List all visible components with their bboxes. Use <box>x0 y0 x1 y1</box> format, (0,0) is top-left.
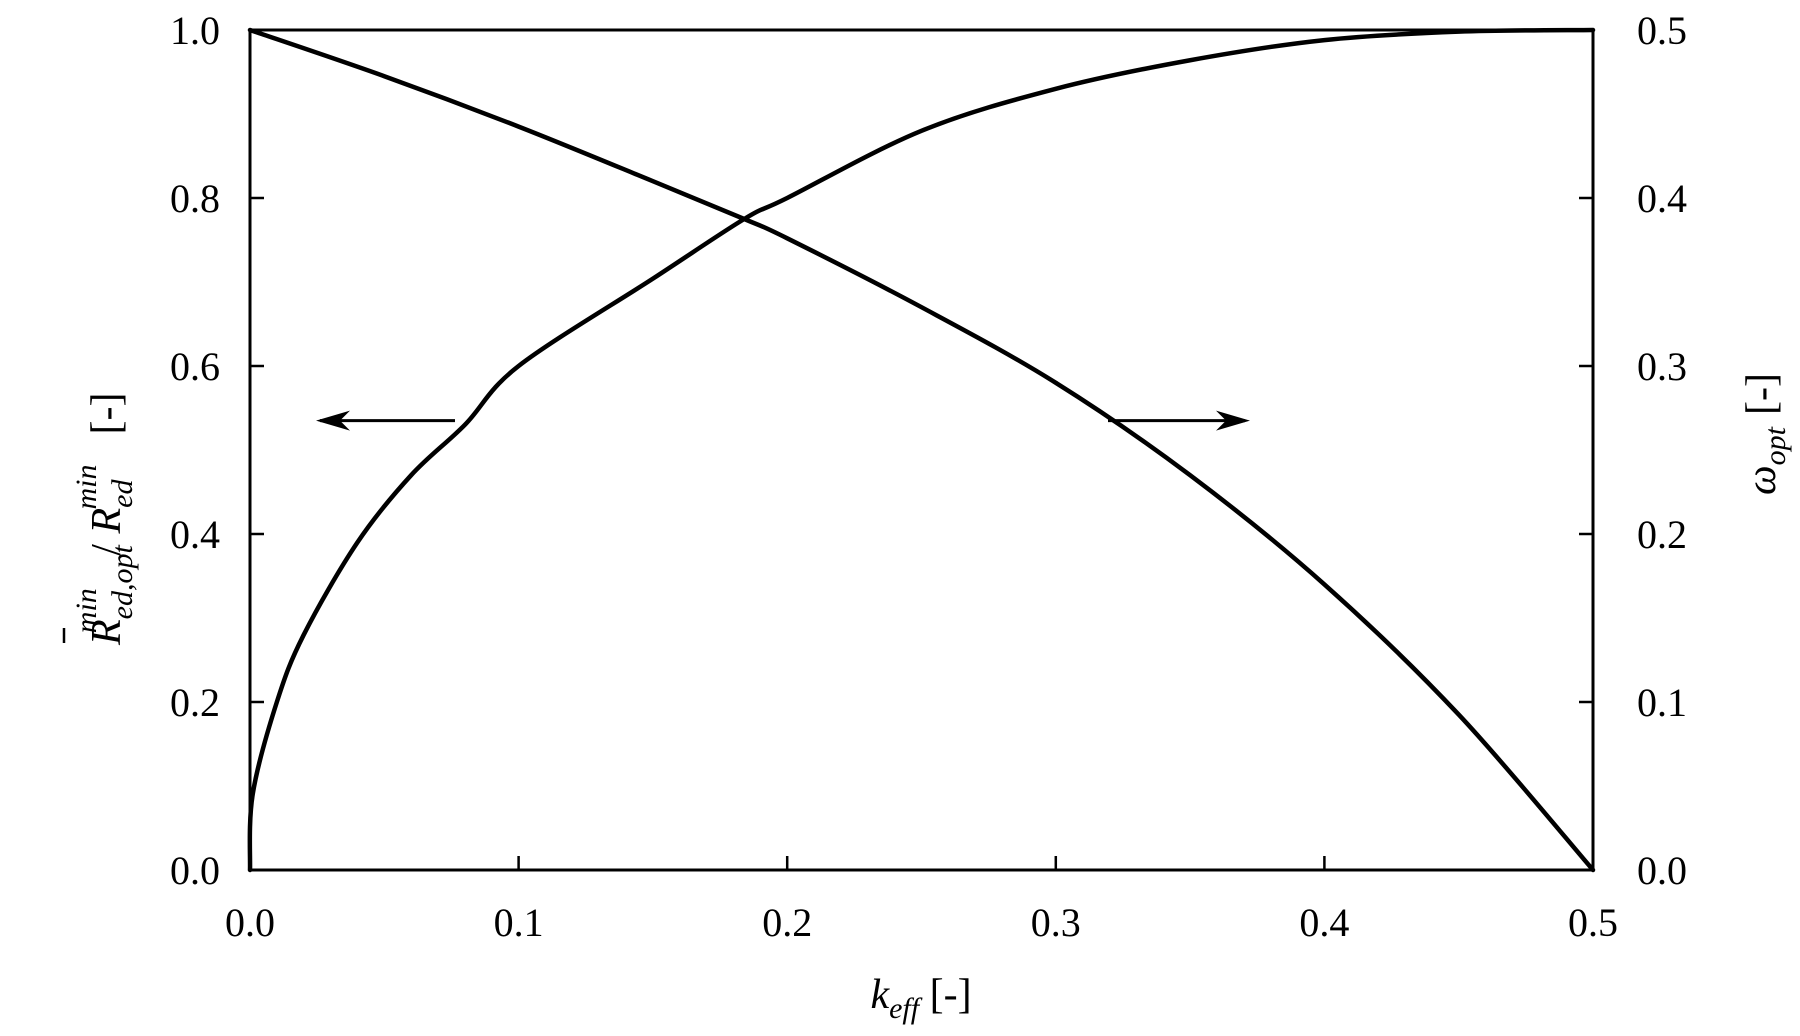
right-y-tick-label: 0.5 <box>1637 8 1687 53</box>
x-tick-label: 0.4 <box>1299 900 1349 945</box>
arrow-right-icon <box>1216 410 1250 431</box>
left-y-tick-label: 0.8 <box>170 176 220 221</box>
omega-opt-curve-line <box>247 27 1596 873</box>
svg-text:ωopt[-]: ωopt [-] <box>1739 373 1792 495</box>
left-y-tick-labels: 0.0 0.2 0.4 0.6 0.8 1.0 <box>170 8 220 893</box>
right-y-tick-label: 0.3 <box>1637 344 1687 389</box>
right-y-tick-label: 0.1 <box>1637 680 1687 725</box>
x-tick-label: 0.0 <box>225 900 275 945</box>
left-y-tick-label: 0.6 <box>170 344 220 389</box>
left-label-sep: / <box>84 534 130 567</box>
axis-ticks <box>250 196 1593 870</box>
right-y-tick-label: 0.2 <box>1637 512 1687 557</box>
left-label-r1-sub: ed,opt <box>106 545 139 620</box>
x-axis-label: keff [-] <box>870 972 971 1025</box>
left-y-tick-label: 0.2 <box>170 680 220 725</box>
x-label-sub: eff <box>889 992 923 1025</box>
x-tick-label: 0.5 <box>1568 900 1618 945</box>
series-lines <box>247 27 1596 873</box>
x-tick-label: 0.2 <box>762 900 812 945</box>
right-label-sub: opt <box>1759 426 1792 465</box>
left-label-r1: R <box>84 619 130 646</box>
left-label-r2-sub: ed <box>106 479 139 508</box>
left-label-r2-sup: min <box>70 465 103 510</box>
left-label-r1-sup: min <box>70 588 103 633</box>
ratio-curve-line <box>247 27 1596 873</box>
right-y-axis-label: ωopt [-] <box>1739 373 1792 495</box>
plot-frame <box>248 28 1595 872</box>
x-label-unit: [-] <box>919 972 971 1018</box>
plot-border <box>248 28 1595 872</box>
left-y-tick-label: 0.4 <box>170 512 220 557</box>
right-y-tick-label: 0.4 <box>1637 176 1687 221</box>
x-tick-labels: 0.0 0.1 0.2 0.3 0.4 0.5 <box>225 900 1618 945</box>
x-tick-label: 0.1 <box>494 900 544 945</box>
x-label-main: k <box>870 972 890 1018</box>
left-label-unit: [-] <box>84 393 130 435</box>
right-y-tick-label: 0.0 <box>1637 848 1687 893</box>
x-tick-label: 0.3 <box>1031 900 1081 945</box>
left-y-tick-label: 1.0 <box>170 8 220 53</box>
right-label-unit: [-] <box>1739 373 1785 415</box>
left-label-r2: R <box>84 508 130 535</box>
axis-arrows <box>316 410 1250 431</box>
arrow-left-icon <box>316 410 350 431</box>
left-y-axis-label: Red,optmin / Redmin[-] <box>62 393 139 646</box>
right-label-main: ω <box>1739 465 1785 495</box>
right-y-tick-labels: 0.0 0.1 0.2 0.3 0.4 0.5 <box>1637 8 1687 893</box>
svg-text:Red,optmin / Redmin[-]: Red,optmin / Redmin[-] <box>70 393 139 646</box>
left-y-tick-label: 0.0 <box>170 848 220 893</box>
